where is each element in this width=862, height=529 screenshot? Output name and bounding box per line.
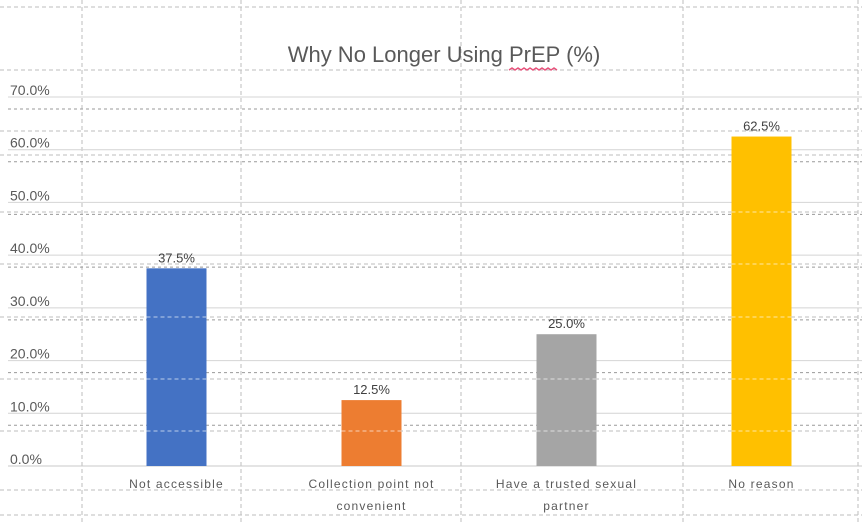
y-tick-label: 50.0% [10,187,50,203]
value-labels: 37.5% 12.5% 25.0% 62.5% [158,119,780,398]
bar [341,400,402,466]
y-tick-label: 30.0% [10,293,50,309]
x-tick-label: Have a trusted sexual partner [496,477,637,513]
x-tick-label: No reason [728,477,794,491]
y-tick-label: 70.0% [10,82,50,98]
y-tick-label: 0.0% [10,451,42,467]
bar-value-label: 37.5% [158,250,195,265]
chart-title-group: Why No Longer Using PrEP (%) [288,42,601,71]
bar [731,136,792,467]
bar [146,268,207,466]
y-tick-label: 40.0% [10,240,50,256]
bar-value-label: 25.0% [548,316,585,331]
x-tick-label: Not accessible [129,477,224,491]
y-tick-label: 10.0% [10,398,50,414]
bar-value-label: 62.5% [743,119,780,134]
y-tick-label: 60.0% [10,135,50,151]
bar [536,334,597,466]
bars [146,136,792,467]
bar-value-label: 12.5% [353,382,390,397]
y-tick-label: 20.0% [10,346,50,362]
chart-title: Why No Longer Using PrEP (%) [288,42,601,67]
x-tick-label: Collection point not convenient [308,477,434,513]
y-axis-ticks: 0.0% 10.0% 20.0% 30.0% 40.0% 50.0% 60.0% 70.0% [10,82,50,467]
spellcheck-squiggle [508,67,558,71]
bar-stripes [146,211,792,432]
x-axis-ticks: Not accessible Collection point not conven… [129,477,794,513]
